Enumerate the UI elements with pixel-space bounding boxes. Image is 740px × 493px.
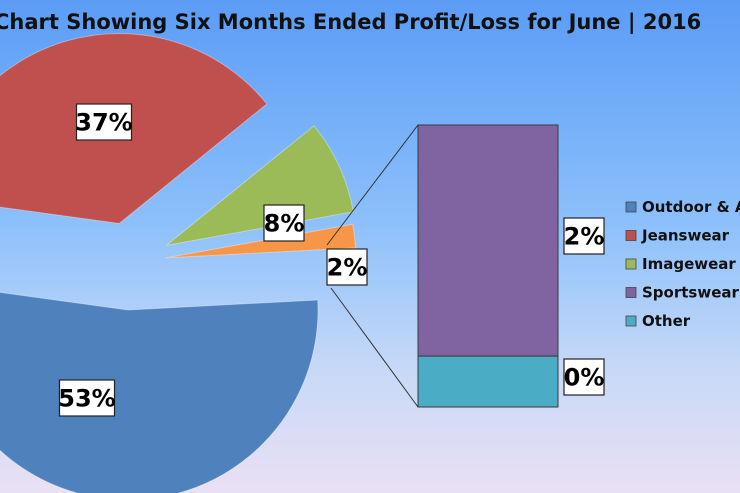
pie-slice-imagewear — [166, 125, 354, 246]
legend-swatch — [625, 315, 637, 327]
connector-line-bottom — [330, 287, 419, 408]
legend-label: Outdoor & A — [642, 198, 740, 216]
legend-label: Sportswear — [642, 284, 739, 302]
svg-text:37%: 37% — [75, 109, 132, 137]
legend-item-sportswear: Sportswear — [625, 284, 739, 302]
pie-data-label-outdoor-a: 53% — [58, 379, 116, 417]
legend-swatch — [625, 287, 637, 298]
bar-data-label-sportswear: 2% — [563, 217, 605, 255]
legend-label: Jeanswear — [641, 227, 730, 245]
pie-slice-outdoor-a — [0, 291, 319, 493]
pie-data-label-other: 2% — [326, 248, 368, 286]
bar-data-label-other: 0% — [563, 358, 605, 396]
legend-item-outdoor-a: Outdoor & A — [625, 198, 740, 216]
legend-swatch — [625, 201, 637, 213]
bar-segment-sportswear — [417, 124, 559, 357]
pie-slice-jeanswear — [0, 32, 268, 224]
svg-text:2%: 2% — [327, 254, 368, 282]
legend-item-jeanswear: Jeanswear — [625, 227, 730, 245]
svg-text:53%: 53% — [58, 385, 115, 413]
legend-label: Other — [642, 312, 691, 330]
svg-text:8%: 8% — [264, 210, 305, 238]
legend-label: Imagewear — [642, 255, 736, 273]
pie-data-label-jeanswear: 37% — [75, 103, 133, 141]
legend-item-imagewear: Imagewear — [625, 255, 736, 273]
chart-title: Chart Showing Six Months Ended Profit/Lo… — [0, 10, 702, 34]
pie-slice-other — [165, 223, 357, 259]
pie-data-label-imagewear: 8% — [263, 204, 305, 242]
connector-line-top — [326, 124, 419, 246]
svg-text:0%: 0% — [564, 364, 605, 392]
legend-swatch — [625, 230, 637, 241]
bar-segment-other — [417, 355, 559, 408]
legend-item-other: Other — [625, 312, 691, 330]
legend-swatch — [625, 258, 637, 270]
svg-text:2%: 2% — [564, 223, 605, 251]
